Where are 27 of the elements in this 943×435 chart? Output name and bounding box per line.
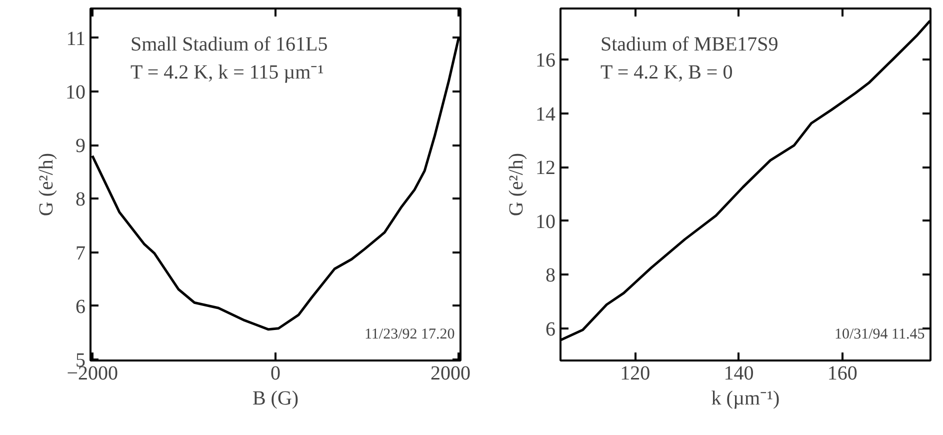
y-tick-label: 10 (66, 82, 86, 104)
y-tick-label: 8 (76, 188, 86, 211)
x-tick-label: 0 (270, 362, 280, 384)
x-axis-title: k (µm⁻¹) (711, 388, 780, 410)
y-axis-title: G (e²/h) (506, 152, 528, 216)
y-tick-label: 6 (76, 296, 86, 318)
x-tick-label: 120 (620, 362, 650, 384)
y-tick-label: 12 (536, 157, 556, 180)
annotation: Stadium of MBE17S9 (600, 34, 778, 56)
y-tick-label: 14 (536, 103, 556, 126)
y-tick-label: 10 (536, 210, 556, 233)
x-axis-title: B (G) (252, 388, 299, 410)
y-tick-label: 7 (76, 242, 86, 264)
annotation: T = 4.2 K, B = 0 (600, 62, 733, 84)
x-tick-label: 160 (827, 362, 858, 384)
x-tick-label: 2000 (430, 362, 470, 384)
y-tick-label: 6 (546, 318, 556, 340)
y-tick-label: 11 (66, 28, 86, 50)
y-tick-label: 8 (546, 264, 556, 287)
x-tick-label: 140 (724, 362, 754, 384)
annotation: T = 4.2 K, k = 115 µm⁻¹ (130, 62, 324, 84)
annotation: 11/23/92 17.20 (364, 326, 455, 342)
y-tick-label: 16 (536, 50, 556, 72)
y-tick-label: 9 (76, 135, 86, 158)
y-axis-title: G (e²/h) (36, 152, 58, 216)
annotation: Small Stadium of 161L5 (130, 34, 328, 56)
annotation: 10/31/94 11.45 (834, 326, 925, 342)
